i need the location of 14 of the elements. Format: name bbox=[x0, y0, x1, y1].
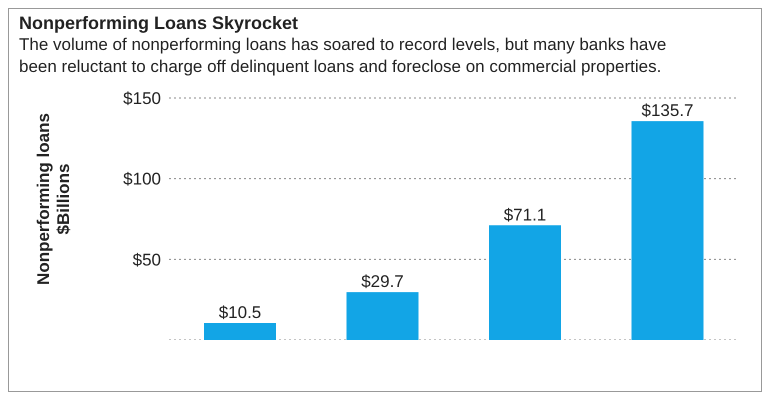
bar bbox=[346, 292, 418, 340]
y-tick-label: $50 bbox=[132, 250, 161, 270]
y-tick-label: $100 bbox=[123, 170, 161, 189]
bar bbox=[632, 121, 704, 340]
chart-title: Nonperforming Loans Skyrocket bbox=[19, 13, 300, 34]
y-axis-title: Nonperforming loans $Billions bbox=[34, 113, 73, 285]
data-label: $29.7 bbox=[361, 272, 404, 292]
chart-subtitle: The volume of nonperforming loans has soared to record levels, but many banks have been reluctant to charge off delinquent loans and foreclose on commercial properties. bbox=[19, 34, 668, 78]
data-label: $10.5 bbox=[218, 303, 262, 322]
data-label: $135.7 bbox=[642, 101, 694, 120]
bar bbox=[204, 323, 276, 340]
data-label: $71.1 bbox=[504, 205, 546, 224]
y-tick-label: $150 bbox=[123, 89, 161, 108]
bar bbox=[489, 225, 561, 340]
